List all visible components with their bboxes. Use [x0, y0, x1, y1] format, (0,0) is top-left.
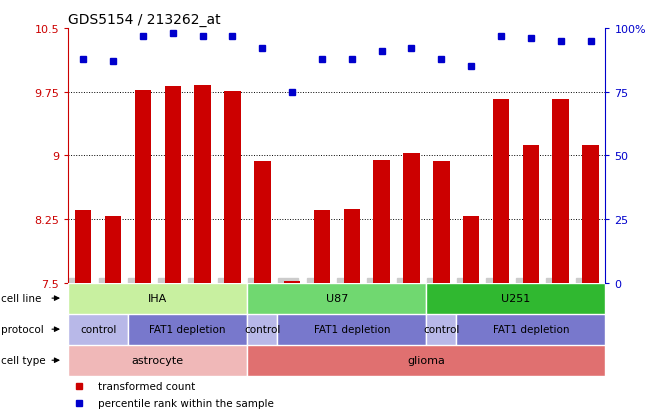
Bar [105, 216, 121, 283]
Text: FAT1 depletion: FAT1 depletion [314, 324, 390, 335]
Bar [403, 153, 420, 283]
Bar [493, 100, 509, 283]
Bar [277, 314, 426, 345]
Bar [284, 281, 300, 283]
Bar [247, 314, 277, 345]
Bar [374, 160, 390, 283]
Bar [195, 85, 211, 283]
Text: control: control [80, 324, 117, 335]
Text: IHA: IHA [148, 293, 167, 304]
Text: control: control [244, 324, 281, 335]
Bar [247, 283, 426, 314]
Bar [75, 211, 92, 283]
Bar [426, 314, 456, 345]
Bar [68, 283, 247, 314]
Bar [314, 211, 330, 283]
Bar [426, 283, 605, 314]
Bar [582, 146, 599, 283]
Bar [553, 100, 569, 283]
Bar [128, 314, 247, 345]
Text: cell line: cell line [1, 293, 42, 304]
Bar [344, 209, 360, 283]
Text: FAT1 depletion: FAT1 depletion [493, 324, 569, 335]
Bar [523, 146, 539, 283]
Text: U251: U251 [501, 293, 531, 304]
Text: percentile rank within the sample: percentile rank within the sample [98, 398, 274, 408]
Bar [68, 345, 247, 376]
Bar [463, 216, 479, 283]
Text: GDS5154 / 213262_at: GDS5154 / 213262_at [68, 12, 221, 26]
Text: protocol: protocol [1, 324, 44, 335]
Text: FAT1 depletion: FAT1 depletion [150, 324, 226, 335]
Bar [247, 345, 605, 376]
Bar [433, 162, 450, 283]
Bar [456, 314, 605, 345]
Text: control: control [423, 324, 460, 335]
Text: astrocyte: astrocyte [132, 355, 184, 366]
Text: transformed count: transformed count [98, 381, 195, 391]
Bar [68, 314, 128, 345]
Text: U87: U87 [326, 293, 348, 304]
Bar [135, 91, 151, 283]
Bar [254, 162, 271, 283]
Text: glioma: glioma [408, 355, 445, 366]
Bar [224, 92, 241, 283]
Bar [165, 86, 181, 283]
Text: cell type: cell type [1, 355, 46, 366]
